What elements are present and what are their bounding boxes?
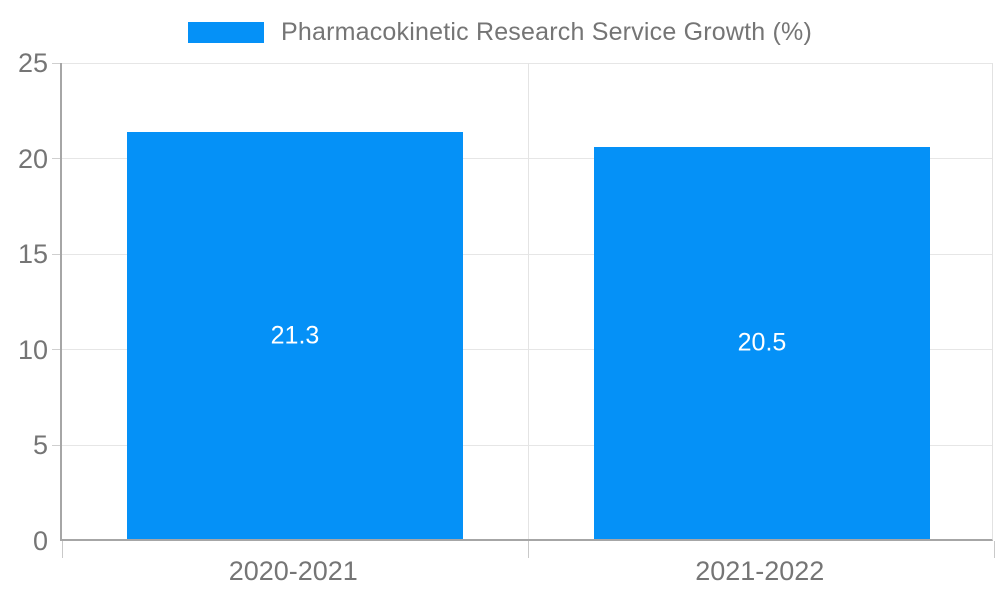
x-tick-mark bbox=[993, 541, 995, 558]
y-axis-label-25: 25 bbox=[17, 48, 48, 78]
y-axis-label-0: 0 bbox=[32, 526, 48, 556]
y-tick-mark bbox=[52, 349, 60, 351]
plot-area: 21.3 20.5 bbox=[52, 62, 995, 558]
bar-2020-2021[interactable]: 21.3 bbox=[127, 132, 463, 539]
gridline-y-15 bbox=[62, 253, 992, 255]
x-axis-label-2020-2021: 2020-2021 bbox=[228, 556, 358, 586]
x-tick-mark bbox=[61, 541, 63, 558]
gridline-y-20 bbox=[62, 158, 992, 160]
gridline-y-25 bbox=[62, 62, 992, 64]
gridline-y-10 bbox=[62, 349, 992, 351]
legend-swatch-icon[interactable] bbox=[188, 21, 264, 43]
y-tick-mark bbox=[52, 444, 60, 446]
bar-value-label: 20.5 bbox=[737, 328, 787, 357]
y-axis-label-15: 15 bbox=[17, 239, 48, 270]
bar-2021-2022[interactable]: 20.5 bbox=[594, 147, 930, 539]
y-tick-mark bbox=[52, 62, 60, 64]
x-tick-mark bbox=[528, 541, 529, 558]
x-axis-label-2021-2022: 2021-2022 bbox=[695, 556, 825, 586]
y-tick-mark bbox=[52, 253, 60, 255]
gridline-y-5 bbox=[62, 444, 992, 446]
gridline-x-divider bbox=[528, 63, 529, 539]
y-tick-mark bbox=[52, 158, 60, 160]
y-axis-label-10: 10 bbox=[17, 334, 48, 365]
y-axis-label-5: 5 bbox=[32, 430, 48, 461]
chart-legend: Pharmacokinetic Research Service Growth … bbox=[0, 14, 1000, 50]
y-axis-label-20: 20 bbox=[17, 143, 48, 174]
bar-value-label: 21.3 bbox=[270, 321, 320, 349]
legend-label[interactable]: Pharmacokinetic Research Service Growth … bbox=[281, 17, 812, 46]
